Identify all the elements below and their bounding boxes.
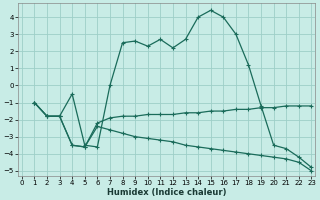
X-axis label: Humidex (Indice chaleur): Humidex (Indice chaleur) <box>107 188 226 197</box>
